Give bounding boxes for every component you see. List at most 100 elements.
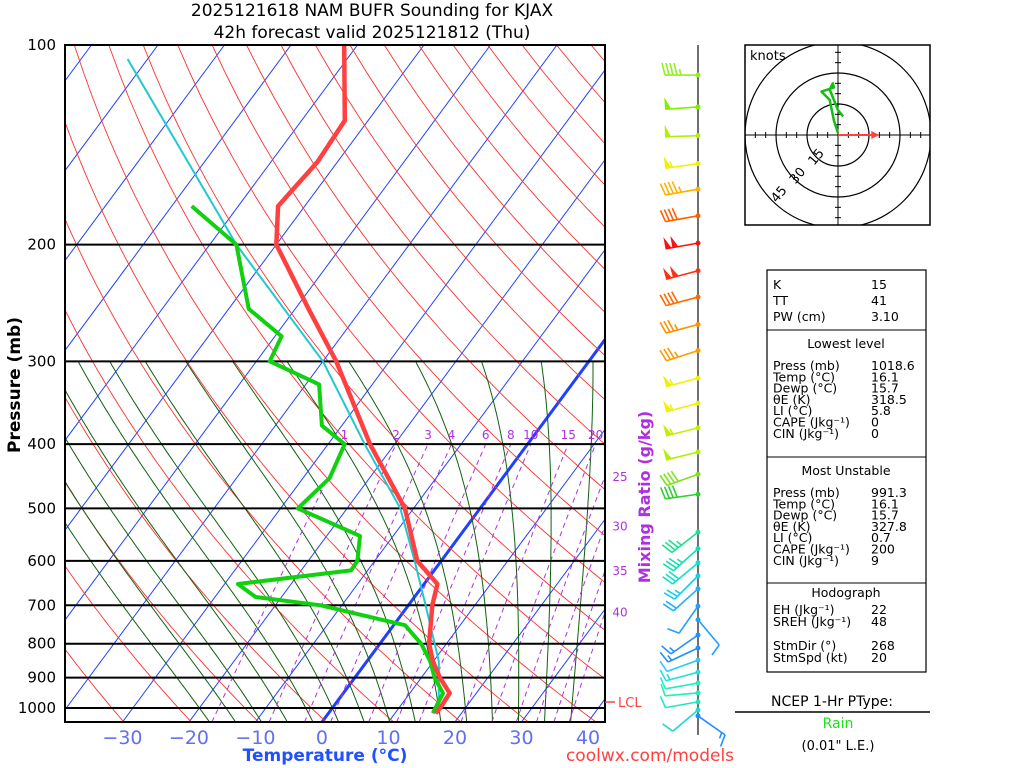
temperature-tick-label: 30 [509, 727, 533, 749]
barb-base-dot [695, 645, 701, 651]
hodograph-units: knots [750, 49, 786, 64]
barb-full [663, 592, 676, 600]
isotherm-line [65, 45, 358, 442]
barb-half [678, 186, 682, 193]
moist-adiabat-line [481, 361, 520, 722]
dry-adiabat-line [418, 45, 605, 271]
barb-full [659, 669, 667, 682]
mixing-ratio-label: 4 [448, 428, 456, 442]
mixing-ratio-label: 2 [392, 428, 400, 442]
dry-adiabat-line [65, 396, 327, 722]
stat-value: 15 [871, 277, 887, 292]
stat-label: Press (mb) [773, 485, 840, 500]
stat-label: LI (°C) [773, 530, 812, 545]
isotherm-line [122, 69, 605, 722]
stat-value: 16.1 [871, 369, 899, 384]
pressure-tick-label: 100 [27, 36, 56, 54]
barb-full [671, 291, 679, 303]
stat-label: Temp (°C) [772, 369, 835, 384]
barb-full [667, 292, 675, 304]
stat-label: StmSpd (kt) [773, 650, 848, 665]
stat-label: CIN (Jkg⁻¹) [773, 553, 839, 568]
mixing-ratio-label: 6 [482, 428, 490, 442]
x-axis-title: Temperature (°C) [243, 746, 408, 766]
barb-full [673, 62, 678, 76]
wind-barb [695, 713, 726, 747]
barb-base-dot [695, 213, 701, 219]
barb-base-dot [695, 294, 701, 300]
dry-adiabat-line [211, 45, 605, 537]
temperature-tick-label: 20 [443, 727, 467, 749]
stat-value: 22 [871, 602, 887, 617]
dry-adiabat-line [65, 565, 192, 722]
barb-staff [697, 715, 726, 736]
barb-full [671, 485, 678, 498]
stat-label: CAPE (Jkg⁻¹) [773, 415, 850, 430]
barb-full [668, 539, 679, 549]
barb-full [659, 209, 667, 222]
barb-full [671, 207, 679, 220]
ptype-amount: (0.01" L.E.) [802, 739, 875, 754]
barb-half [669, 404, 674, 411]
barb-base-dot [695, 400, 701, 406]
barb-half [676, 540, 682, 546]
stat-label: StmDir (°) [773, 638, 836, 653]
credit-link[interactable]: coolwx.com/models [566, 746, 734, 766]
barb-base-dot [695, 491, 701, 497]
wind-barb [659, 181, 701, 196]
barb-full [665, 62, 670, 76]
temperature-tick-label: −30 [102, 727, 142, 749]
wind-barb [660, 683, 701, 697]
barb-full [671, 181, 679, 194]
moist-adiabat-line [415, 361, 493, 722]
wind-barb [663, 265, 701, 281]
mixing-ratio-line [304, 443, 429, 722]
barb-staff [667, 647, 699, 663]
barb-full [669, 62, 674, 76]
y-axis-title: Pressure (mb) [5, 317, 25, 453]
barb-base-dot [695, 680, 701, 686]
wind-barb [662, 560, 701, 585]
lcl-label: LCL [618, 696, 642, 711]
isotherm-line [454, 518, 605, 722]
barb-base-dot [695, 573, 701, 579]
barb-half [666, 673, 671, 681]
barb-full [663, 473, 672, 485]
barb-half [669, 646, 675, 653]
barb-staff [665, 269, 699, 281]
ptype-panel: NCEP 1-Hr PType: Rain (0.01" L.E.) [735, 694, 930, 754]
stat-value: 41 [871, 293, 887, 308]
barb-half [678, 68, 682, 76]
wind-barb [659, 470, 701, 487]
barb-full [666, 347, 675, 359]
barb-base-dot [695, 104, 701, 110]
barb-base-dot [695, 546, 701, 552]
mixing-ratio-title: Mixing Ratio (g/kg) [635, 411, 654, 583]
wind-barb [663, 424, 701, 437]
barb-pennant [663, 156, 672, 169]
stat-value: 318.5 [871, 392, 907, 407]
barb-pennant [670, 235, 679, 248]
stat-label: TT [772, 293, 788, 308]
mixing-ratio-line [268, 443, 397, 722]
wind-barb [659, 695, 701, 709]
barb-full [665, 600, 677, 609]
barb-base-dot [695, 690, 701, 696]
barb-half [669, 428, 674, 435]
barb-pennant [663, 237, 672, 249]
axis-labels: 1 2 3 4 6 8 10 15 202530354010020030040050060070… [18, 36, 628, 749]
wind-barb [664, 124, 701, 139]
dry-adiabat-line [142, 45, 605, 631]
storm-motion-arrowhead [871, 131, 880, 139]
barb-staff [665, 427, 699, 437]
stat-label: θE (K) [773, 519, 810, 534]
stat-value: 16.1 [871, 496, 899, 511]
barb-staff [665, 682, 699, 690]
wind-barb [659, 657, 701, 673]
isotherm-line [65, 45, 491, 621]
barb-full [660, 683, 666, 697]
barb-staff [665, 692, 699, 697]
stat-label: SREH (Jkg⁻¹) [773, 614, 851, 629]
stat-value: 3.10 [871, 309, 899, 324]
barb-full [665, 560, 677, 569]
